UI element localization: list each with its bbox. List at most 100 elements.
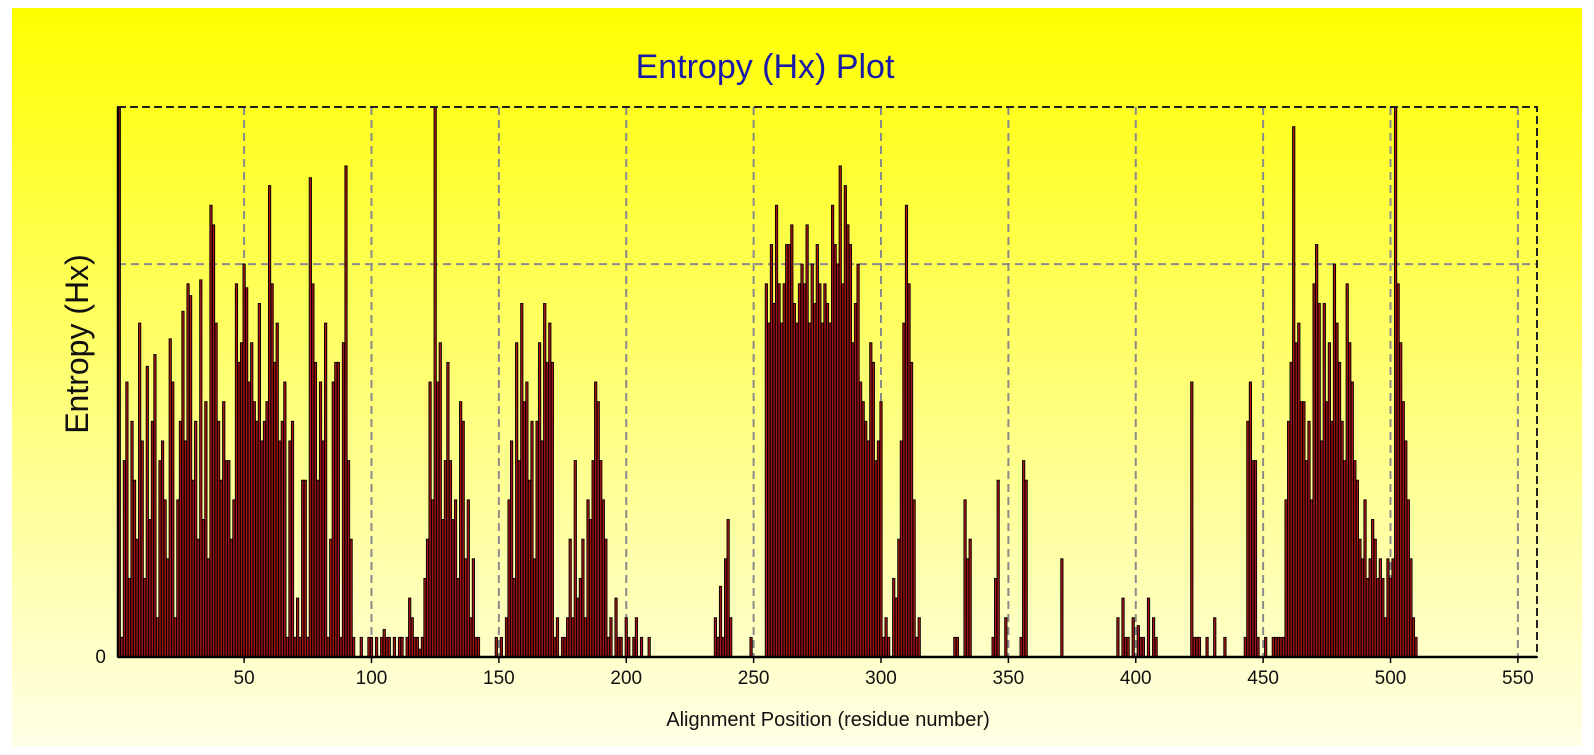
bar-260 <box>777 283 781 658</box>
bar-89 <box>341 342 346 658</box>
bar-62 <box>273 361 277 658</box>
bar-47 <box>234 283 239 658</box>
bar-112 <box>400 636 404 658</box>
bar-266 <box>792 302 796 658</box>
bar-447 <box>1253 460 1258 658</box>
bar-74 <box>303 479 307 658</box>
bar-206 <box>639 636 644 658</box>
bar-102 <box>374 636 379 658</box>
bar-494 <box>1373 538 1377 658</box>
bar-424 <box>1195 636 1199 658</box>
bar-407 <box>1151 617 1156 658</box>
bar-478 <box>1332 263 1337 658</box>
bar-115 <box>408 597 412 658</box>
bar-488 <box>1358 538 1362 658</box>
bar-357 <box>1024 479 1028 658</box>
bar-149 <box>494 636 498 658</box>
bar-178 <box>568 538 572 658</box>
bar-15 <box>153 354 157 658</box>
bar-92 <box>349 538 353 658</box>
bar-272 <box>808 322 812 658</box>
bar-315 <box>917 617 921 658</box>
bar-42 <box>222 401 226 658</box>
bar-203 <box>632 636 636 658</box>
bar-66 <box>283 381 287 658</box>
bar-156 <box>512 577 516 658</box>
bar-193 <box>606 636 611 658</box>
bar-109 <box>392 636 397 658</box>
bar-51 <box>245 287 249 658</box>
bar-335 <box>968 538 972 658</box>
bar-333 <box>963 499 967 658</box>
bar-502 <box>1394 106 1398 658</box>
bar-486 <box>1353 460 1357 658</box>
bar-499 <box>1386 558 1390 658</box>
bar-463 <box>1294 342 1298 658</box>
x-tick-label-350: 350 <box>993 668 1025 689</box>
bar-187 <box>591 460 595 658</box>
bar-100 <box>369 636 374 658</box>
bar-307 <box>897 538 901 658</box>
bar-170 <box>548 322 552 658</box>
bar-311 <box>907 283 911 658</box>
bar-133 <box>453 499 458 658</box>
bar-79 <box>316 479 320 658</box>
bar-405 <box>1146 597 1151 658</box>
bar-26 <box>181 310 185 658</box>
bar-25 <box>178 420 183 658</box>
bar-35 <box>204 401 208 658</box>
bar-308 <box>899 440 903 658</box>
bar-160 <box>522 401 526 658</box>
bar-159 <box>520 302 524 658</box>
bar-451 <box>1264 636 1268 658</box>
bar-306 <box>894 597 898 658</box>
bar-46 <box>232 499 236 658</box>
bar-397 <box>1126 636 1130 658</box>
bar-395 <box>1121 597 1125 658</box>
bar-33 <box>199 279 203 658</box>
bar-196 <box>614 597 618 658</box>
bar-258 <box>772 302 776 658</box>
bar-265 <box>790 224 794 658</box>
bar-123 <box>428 381 432 658</box>
bar-117 <box>413 636 417 658</box>
bar-399 <box>1131 617 1135 658</box>
x-tick-label-100: 100 <box>356 668 388 689</box>
bar-435 <box>1223 636 1227 658</box>
bar-36 <box>206 558 211 658</box>
bar-18 <box>160 440 165 658</box>
bar-470 <box>1312 283 1316 658</box>
bar-465 <box>1299 401 1303 658</box>
bar-43 <box>224 460 228 658</box>
bar-457 <box>1279 636 1283 658</box>
bar-12 <box>145 365 149 658</box>
bar-83 <box>326 636 330 658</box>
bar-283 <box>836 263 840 658</box>
bar-204 <box>634 617 639 658</box>
bar-80 <box>318 381 323 658</box>
bar-504 <box>1399 342 1403 658</box>
bar-270 <box>802 283 807 658</box>
bar-9 <box>138 322 142 658</box>
bar-237 <box>718 585 723 658</box>
bar-401 <box>1136 625 1140 658</box>
bar-257 <box>769 244 774 658</box>
grid-lines <box>118 107 1537 657</box>
bar-39 <box>214 322 218 658</box>
bar-91 <box>346 460 351 658</box>
bar-175 <box>560 636 565 658</box>
bar-130 <box>446 361 450 658</box>
bar-184 <box>583 617 588 658</box>
bar-30 <box>191 479 195 658</box>
bar-78 <box>313 361 318 658</box>
bar-173 <box>555 617 560 658</box>
bar-71 <box>296 597 300 658</box>
bar-489 <box>1360 558 1365 658</box>
bar-185 <box>586 499 590 658</box>
bar-201 <box>627 636 631 658</box>
bar-70 <box>293 636 297 658</box>
bar-3 <box>122 460 126 658</box>
bar-107 <box>387 636 391 658</box>
